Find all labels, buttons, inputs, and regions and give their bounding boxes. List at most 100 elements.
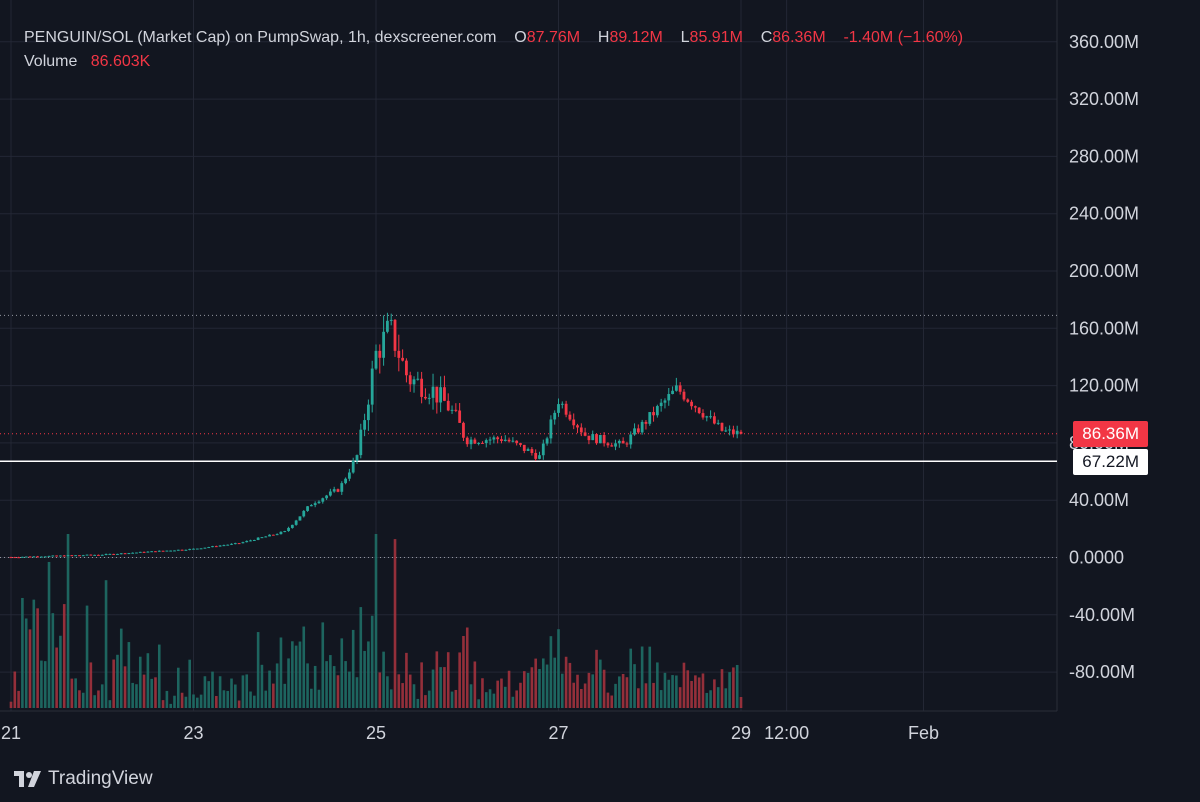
candle-body bbox=[625, 443, 629, 445]
volume-bar bbox=[268, 670, 271, 708]
tradingview-icon bbox=[14, 771, 41, 787]
candle-body bbox=[378, 350, 382, 358]
candle-body bbox=[424, 396, 427, 399]
candle-body bbox=[709, 416, 712, 418]
volume-bar bbox=[169, 703, 172, 708]
volume-bar bbox=[705, 692, 709, 708]
volume-bar bbox=[435, 651, 439, 708]
candle-body bbox=[355, 455, 359, 461]
candle-body bbox=[351, 460, 355, 473]
volume-bar bbox=[618, 676, 621, 708]
candle-body bbox=[93, 554, 97, 556]
volume-bar bbox=[488, 689, 492, 708]
legend-volume-label: Volume bbox=[24, 53, 78, 70]
candle-body bbox=[655, 406, 659, 416]
volume-bar bbox=[690, 680, 693, 708]
candle-body bbox=[154, 551, 157, 553]
volume-bar bbox=[530, 667, 534, 708]
volume-bar bbox=[713, 679, 716, 708]
volume-bar bbox=[386, 676, 389, 708]
candle-body bbox=[735, 430, 739, 435]
volume-bar bbox=[211, 671, 214, 708]
candle-body bbox=[720, 422, 724, 431]
volume-bar bbox=[332, 666, 336, 708]
volume-bar bbox=[610, 695, 614, 708]
volume-bar bbox=[32, 599, 36, 708]
candle-body bbox=[199, 548, 203, 550]
chart-canvas[interactable]: 360.00M 320.00M 280.00M 240.00M 200.00M 160.0… bbox=[0, 0, 1200, 752]
candle-body bbox=[70, 555, 74, 557]
candle-body bbox=[583, 432, 587, 436]
volume-bar bbox=[492, 693, 496, 708]
candle-body bbox=[538, 455, 541, 459]
candle-body bbox=[180, 549, 184, 551]
volume-bar bbox=[465, 627, 469, 708]
volume-bar bbox=[633, 664, 636, 708]
candle-body bbox=[9, 557, 13, 559]
candle-body bbox=[78, 555, 81, 557]
volume-bar bbox=[405, 652, 408, 708]
candle-body bbox=[386, 320, 389, 332]
candle-body bbox=[55, 555, 59, 557]
volume-bar bbox=[230, 678, 233, 708]
volume-bar bbox=[62, 604, 66, 708]
volume-bar bbox=[321, 622, 325, 708]
footer-bar: TradingView bbox=[0, 752, 1200, 802]
candle-body bbox=[705, 416, 709, 418]
candle-body bbox=[119, 553, 123, 555]
candle-body bbox=[431, 386, 435, 398]
volume-bar bbox=[222, 690, 226, 708]
volume-bar bbox=[439, 667, 442, 708]
candle-body bbox=[408, 375, 412, 385]
volume-bar bbox=[89, 662, 93, 708]
candle-body bbox=[389, 319, 393, 321]
volume-bar bbox=[283, 683, 287, 708]
volume-bar bbox=[351, 629, 355, 708]
tradingview-logo[interactable]: TradingView bbox=[14, 768, 153, 790]
current-price-tag: 86.36M bbox=[1073, 421, 1148, 447]
volume-bar bbox=[17, 690, 20, 708]
y-tick-label: 120.00M bbox=[1069, 376, 1139, 396]
volume-bar bbox=[393, 539, 397, 708]
volume-bar bbox=[541, 658, 545, 708]
volume-bar bbox=[671, 675, 674, 708]
candle-body bbox=[135, 552, 138, 554]
volume-bar bbox=[431, 669, 435, 708]
candle-body bbox=[427, 397, 431, 399]
candle-body bbox=[674, 385, 678, 391]
candle-body bbox=[541, 443, 545, 456]
candle-body bbox=[233, 543, 237, 545]
volume-bar bbox=[215, 695, 218, 708]
volume-bar bbox=[503, 686, 507, 708]
candle-body bbox=[636, 428, 640, 433]
candle-body bbox=[264, 536, 268, 538]
candle-body bbox=[328, 491, 332, 496]
y-tick-label: 40.00M bbox=[1069, 490, 1129, 510]
candle-body bbox=[671, 390, 674, 395]
candle-body bbox=[302, 510, 306, 517]
volume-bar bbox=[709, 690, 712, 708]
volume-bar bbox=[534, 658, 537, 708]
volume-bar bbox=[697, 677, 701, 708]
y-tick-label: 240.00M bbox=[1069, 204, 1139, 224]
candle-body bbox=[188, 548, 192, 550]
candle-body bbox=[211, 546, 214, 548]
candle-body bbox=[545, 438, 549, 444]
y-tick-label: 280.00M bbox=[1069, 146, 1139, 166]
candle-body bbox=[36, 556, 40, 558]
volume-bar bbox=[374, 534, 378, 708]
volume-bar bbox=[310, 688, 313, 708]
candle-body bbox=[401, 357, 405, 361]
volume-bar bbox=[656, 662, 659, 708]
candle-body bbox=[275, 534, 279, 536]
candle-body bbox=[579, 427, 583, 433]
candle-body bbox=[473, 439, 477, 444]
candle-body bbox=[218, 545, 222, 547]
y-tick-label: -40.00M bbox=[1069, 605, 1135, 625]
volume-bar bbox=[336, 675, 340, 708]
candle-body bbox=[507, 439, 511, 442]
volume-bar bbox=[104, 580, 108, 708]
x-tick-label: 21 bbox=[1, 723, 21, 743]
volume-bar bbox=[454, 689, 458, 708]
